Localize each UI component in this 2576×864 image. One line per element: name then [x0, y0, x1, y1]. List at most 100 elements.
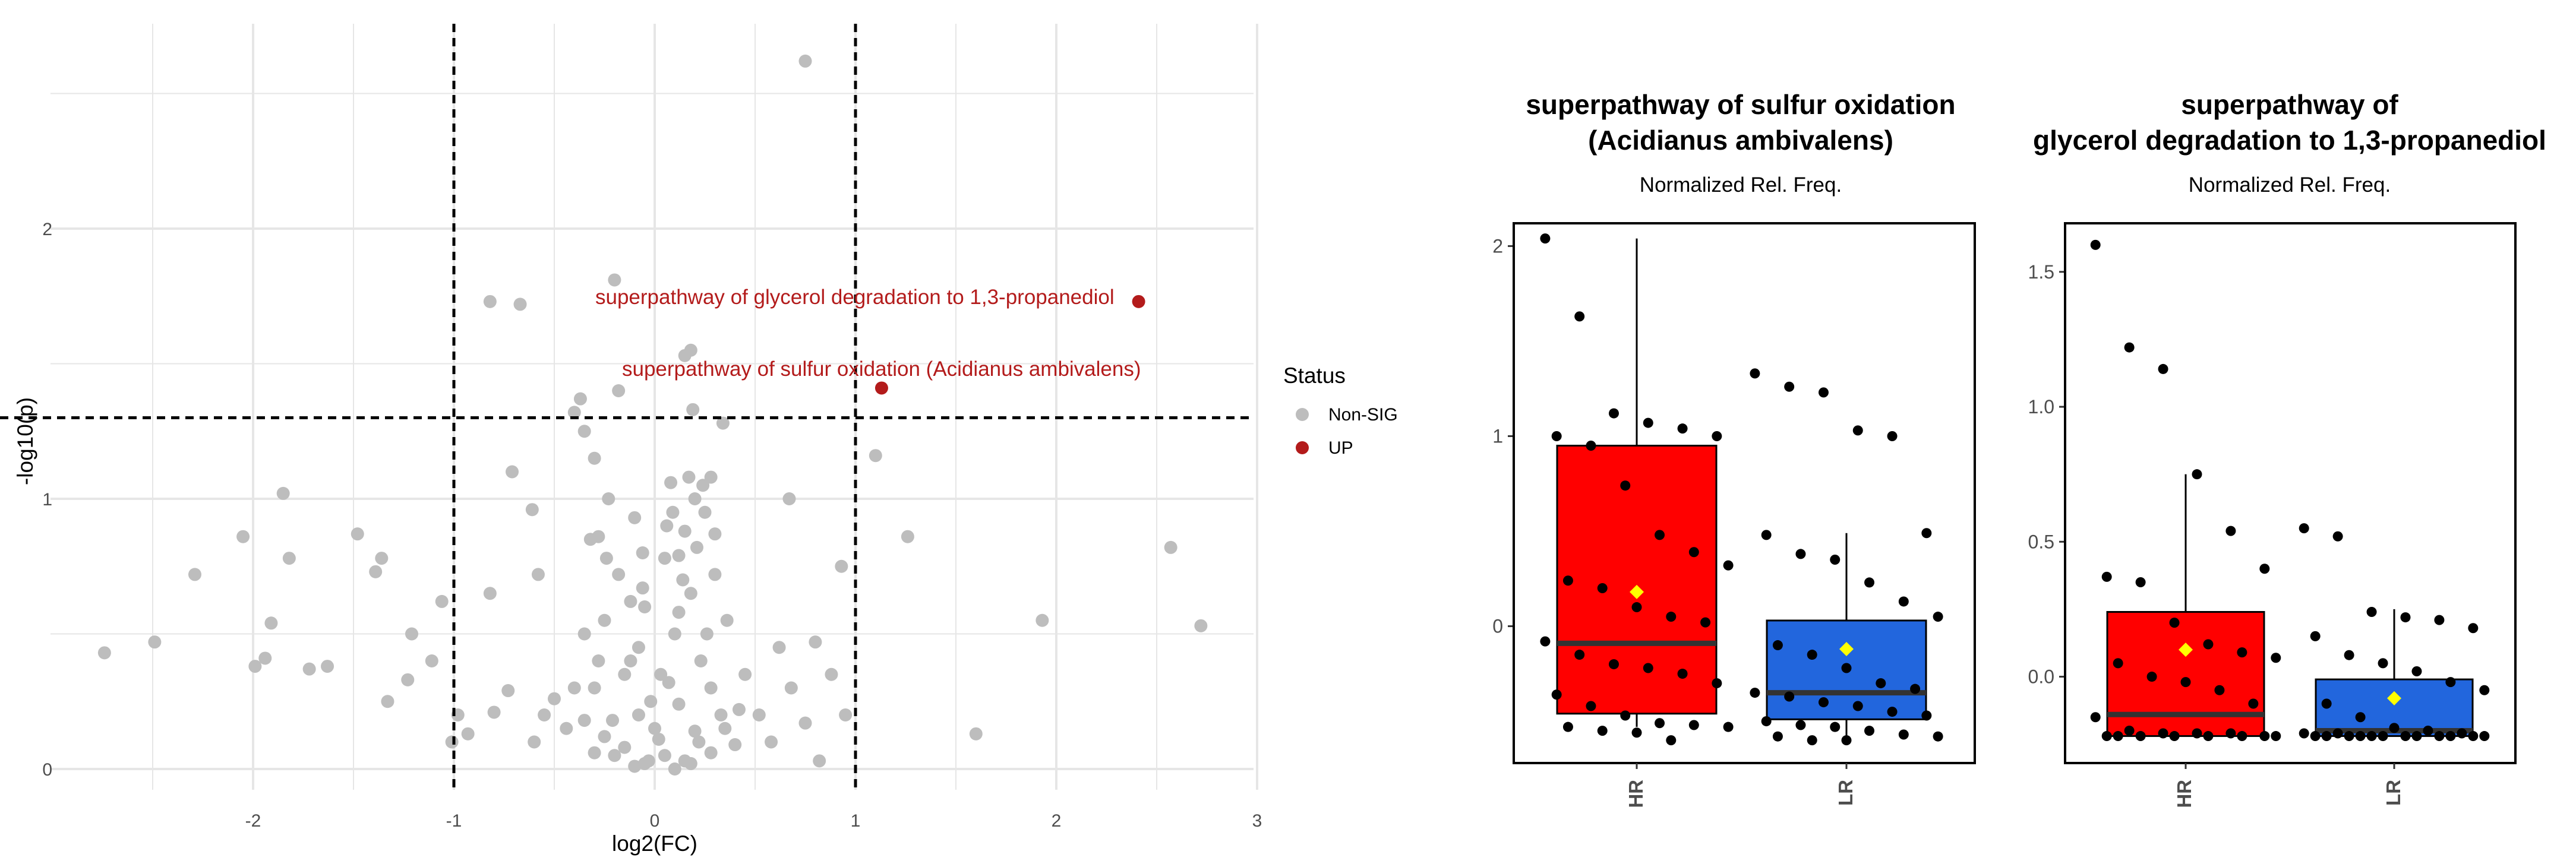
volcano-point-up: [875, 381, 888, 395]
boxplot-point-hr: [1655, 718, 1665, 729]
boxplot-mean-marker-lr: [1839, 641, 1854, 656]
volcano-point-nonsig: [588, 681, 601, 695]
volcano-point-nonsig: [672, 606, 686, 619]
volcano-point-nonsig: [618, 740, 632, 754]
boxplot-point-lr: [1784, 691, 1795, 702]
boxplot-point-hr: [1723, 560, 1734, 571]
boxplot-left-xtick-hr: HR: [1625, 780, 1647, 808]
boxplot-point-hr: [1586, 440, 1596, 451]
boxplot-ytick-label: 1.0: [2028, 396, 2054, 417]
volcano-point-nonsig: [714, 708, 728, 721]
boxplot-box-hr: [2106, 610, 2265, 738]
boxplot-point-hr: [2203, 639, 2214, 650]
legend-key-nonsig: [1296, 408, 1309, 421]
volcano-point-nonsig: [599, 552, 613, 565]
boxplot-point-lr: [1933, 731, 1943, 742]
volcano-point-nonsig: [688, 724, 702, 738]
boxplot-point-hr: [2158, 728, 2168, 739]
volcano-point-nonsig: [708, 527, 722, 541]
boxplot-mean-marker-hr: [1630, 584, 1644, 599]
boxplot-point-lr: [2332, 531, 2343, 542]
boxplot-point-lr: [2378, 658, 2388, 669]
volcano-point-nonsig: [664, 476, 678, 489]
volcano-point-nonsig: [798, 54, 812, 68]
boxplot-point-lr: [1852, 425, 1863, 436]
boxplot-point-hr: [2271, 653, 2281, 663]
boxplot-ytick-label: 0.0: [2028, 666, 2054, 688]
volcano-point-nonsig: [668, 627, 681, 641]
volcano-tick-labels: -2 -1 0 1 2 3 0 1 2: [42, 220, 1262, 831]
boxplot-point-hr: [2101, 731, 2112, 742]
volcano-point-nonsig: [258, 651, 272, 665]
legend-key-up: [1296, 441, 1309, 454]
boxplot-point-hr: [2124, 725, 2135, 736]
volcano-point-nonsig: [1194, 619, 1208, 632]
boxplot-point-lr: [1807, 735, 1817, 746]
volcano-point-nonsig: [772, 641, 786, 654]
volcano-point-nonsig: [969, 727, 983, 740]
boxplot-point-hr: [2259, 731, 2270, 742]
volcano-point-nonsig: [835, 559, 848, 573]
boxplot-point-hr: [2180, 677, 2191, 688]
boxplot-point-lr: [1933, 612, 1943, 622]
volcano-point-nonsig: [506, 465, 519, 479]
boxplot-point-hr: [2225, 728, 2236, 739]
boxplot-point-lr: [2299, 523, 2309, 534]
volcano-point-nonsig: [624, 654, 637, 667]
volcano-point-nonsig: [798, 716, 812, 730]
volcano-point-nonsig: [592, 530, 605, 543]
volcano-point-nonsig: [577, 425, 591, 438]
boxplot-point-hr: [1608, 659, 1619, 670]
volcano-point-nonsig: [282, 552, 296, 565]
boxplot-point-lr: [2366, 606, 2377, 617]
volcano-point-nonsig: [560, 721, 573, 735]
boxplot-point-lr: [2378, 731, 2388, 742]
volcano-point-nonsig: [461, 727, 475, 740]
volcano-point-nonsig: [700, 627, 714, 641]
boxplot-point-lr: [1830, 555, 1841, 565]
boxplot-ytick-label: 2: [1492, 235, 1503, 257]
boxplot-point-lr: [2332, 728, 2343, 739]
boxplot-point-hr: [1608, 408, 1619, 419]
boxplot-point-hr: [1666, 735, 1677, 746]
boxplot-ytick-label: 0.5: [2028, 531, 2054, 552]
boxplot-point-hr: [1631, 602, 1642, 613]
volcano-point-nonsig: [531, 568, 545, 581]
volcano-point-nonsig: [608, 749, 621, 762]
volcano-x-axis-title: log2(FC): [612, 831, 697, 856]
volcano-point-nonsig: [686, 403, 700, 416]
boxplot-point-hr: [2225, 526, 2236, 536]
volcano-point-nonsig: [632, 641, 645, 654]
volcano-point-nonsig: [690, 540, 703, 554]
volcano-point-nonsig: [1036, 613, 1049, 627]
boxplot-point-hr: [2237, 647, 2247, 658]
boxplot-point-lr: [1921, 710, 1932, 721]
legend-title: Status: [1283, 363, 1346, 388]
boxplot-right-title-line2: glycerol degradation to 1,3-propanediol: [2033, 125, 2546, 156]
boxplot-point-hr: [1723, 721, 1734, 732]
boxplot-right-subtitle: Normalized Rel. Freq.: [2189, 173, 2391, 197]
boxplot-point-lr: [2344, 650, 2354, 660]
volcano-xtick-label: -1: [446, 811, 462, 831]
boxplot-point-hr: [2169, 618, 2180, 628]
boxplot-point-lr: [2310, 631, 2321, 641]
boxplot-point-lr: [2423, 725, 2433, 736]
boxplot-point-lr: [2389, 723, 2400, 733]
boxplot-point-lr: [1807, 650, 1817, 660]
boxplot-mean-marker-hr: [2179, 643, 2193, 657]
boxplot-point-hr: [2101, 571, 2112, 582]
boxplot-point-lr: [1921, 528, 1932, 539]
boxplot-point-hr: [1574, 650, 1585, 660]
boxplot-point-lr: [2445, 677, 2456, 688]
volcano-xtick-label: 1: [851, 811, 861, 831]
volcano-point-nonsig: [375, 552, 389, 565]
volcano-point-nonsig: [662, 676, 675, 689]
volcano-point-nonsig: [732, 702, 746, 716]
volcano-point-nonsig: [901, 530, 914, 543]
boxplot-point-hr: [2259, 564, 2270, 574]
volcano-point-nonsig: [602, 492, 615, 505]
volcano-point-nonsig: [672, 549, 686, 562]
volcano-point-nonsig: [628, 759, 642, 773]
volcano-point-nonsig: [567, 681, 581, 695]
boxplot-point-hr: [2113, 658, 2123, 669]
